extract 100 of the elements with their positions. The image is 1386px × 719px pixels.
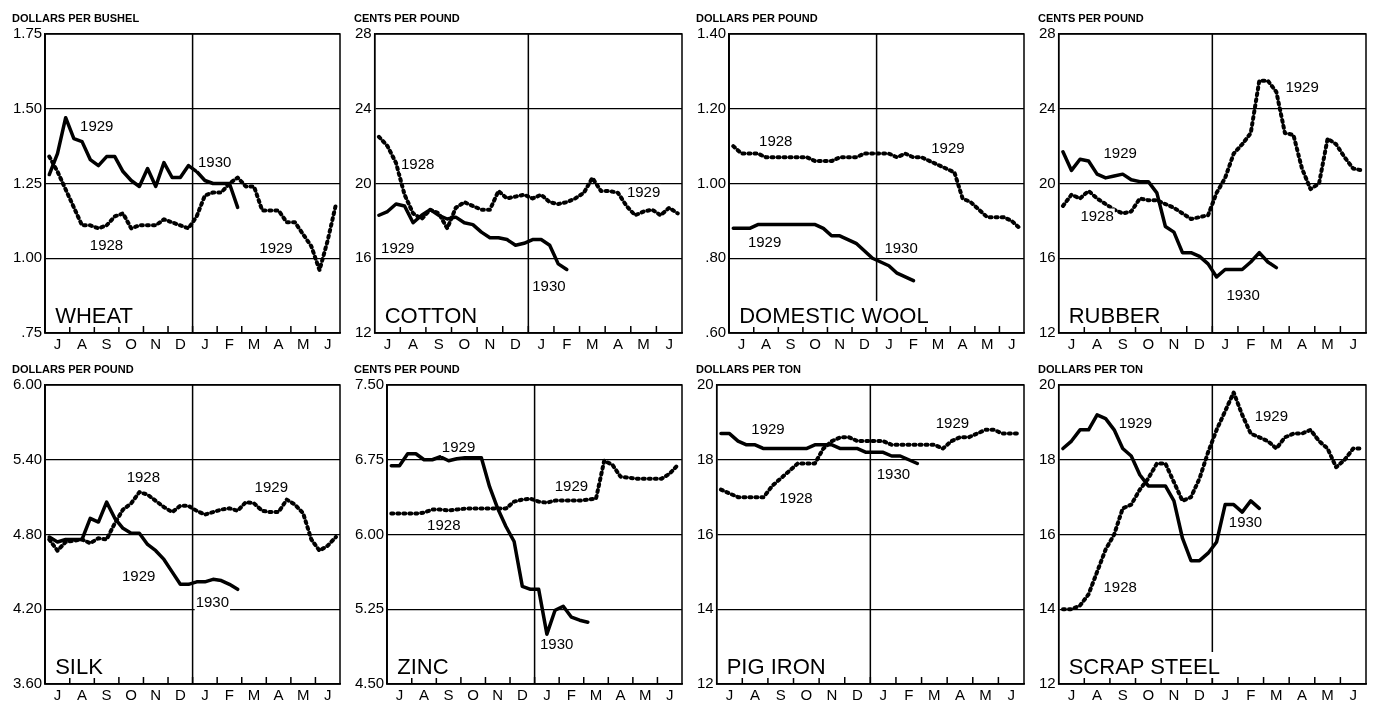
y-tick-label: 16 [1039, 248, 1056, 266]
x-tick-label: M [1270, 335, 1283, 353]
annotation: 1929 [259, 239, 293, 257]
x-tick-label: J [53, 686, 62, 704]
x-tick-label: J [395, 686, 404, 704]
annotation: 1928 [759, 131, 793, 149]
y-tick-label: 28 [355, 24, 372, 42]
x-tick-label: D [1194, 686, 1206, 704]
y-tick-label: 14 [697, 599, 714, 617]
text: SCRAP STEEL [1068, 654, 1220, 679]
y-tick-label: 1.50 [12, 98, 43, 116]
x-tick-label: M [638, 686, 652, 704]
x-tick-label: A [273, 686, 284, 704]
y-tick-label: 12 [697, 674, 714, 692]
x-tick-label: M [247, 686, 261, 704]
y-tick-label: 5.25 [354, 599, 385, 617]
y-tick-label: 12 [1039, 674, 1056, 692]
x-tick-label: F [904, 686, 914, 704]
annotation: 1929 [254, 478, 288, 496]
x-tick-label: A [1296, 686, 1307, 704]
annotation: 1929 [1254, 406, 1289, 424]
y-tick-label: 14 [1039, 599, 1056, 617]
x-tick-label: M [980, 335, 994, 353]
y-tick-label: 12 [1039, 323, 1056, 341]
annotation: 1929 [751, 419, 785, 437]
x-tick-label: J [1349, 335, 1357, 353]
annotation: 1929 [931, 139, 965, 157]
x-tick-label: S [785, 335, 796, 353]
annotation: 1929 [441, 437, 476, 455]
annotation: 1929 [1103, 143, 1137, 161]
x-tick-label: J [1007, 686, 1015, 704]
x-tick-label: J [1067, 686, 1076, 704]
y-tick-label: 20 [1039, 375, 1056, 393]
annotation: 1930 [1226, 285, 1260, 303]
annotation: 1928 [779, 488, 813, 506]
x-tick-label: D [516, 686, 528, 704]
x-tick-label: F [1246, 335, 1256, 353]
y-tick-label: 16 [697, 524, 714, 542]
annotation: 1930 [198, 152, 232, 170]
annotation: 1930 [532, 276, 566, 294]
x-tick-label: M [1321, 686, 1334, 704]
x-tick-label: O [1142, 335, 1155, 353]
x-tick-label: S [1117, 335, 1128, 353]
y-axis-title: DOLLARS PER BUSHEL [12, 12, 140, 24]
y-tick-label: .80 [705, 248, 727, 266]
x-tick-label: M [1270, 686, 1283, 704]
text: PIG IRON [726, 654, 826, 679]
x-tick-label: J [383, 335, 392, 353]
y-tick-label: 12 [355, 323, 372, 341]
y-tick-label: 20 [355, 173, 372, 191]
annotation: 1929 [80, 116, 114, 134]
x-tick-label: J [885, 335, 893, 353]
x-tick-label: J [323, 686, 332, 704]
x-tick-label: A [419, 686, 430, 704]
x-tick-label: F [566, 686, 577, 704]
x-tick-label: N [492, 686, 504, 704]
x-tick-label: O [809, 335, 822, 353]
x-tick-label: J [1221, 335, 1229, 353]
x-tick-label: A [957, 335, 968, 353]
x-tick-label: M [296, 335, 310, 353]
x-tick-label: J [201, 335, 209, 353]
annotation: 1929 [1118, 414, 1153, 432]
x-tick-label: J [737, 335, 746, 353]
x-tick-label: S [101, 686, 112, 704]
x-tick-label: O [800, 686, 813, 704]
x-tick-label: D [174, 335, 186, 353]
x-tick-label: A [1092, 335, 1103, 353]
x-tick-label: A [77, 335, 88, 353]
x-tick-label: F [224, 335, 235, 353]
x-tick-label: M [586, 335, 599, 353]
x-tick-label: M [931, 335, 945, 353]
y-tick-label: 20 [1039, 173, 1056, 191]
y-tick-label: 16 [355, 248, 372, 266]
x-tick-label: D [852, 686, 864, 704]
x-tick-label: A [408, 335, 419, 353]
x-tick-label: S [1117, 686, 1128, 704]
annotation: 1930 [876, 464, 911, 482]
y-tick-label: 5.40 [12, 449, 43, 467]
x-tick-label: A [273, 335, 284, 353]
x-tick-label: D [858, 335, 870, 353]
annotation: 1929 [554, 476, 589, 494]
annotation: 1930 [195, 593, 230, 611]
y-tick-label: 1.00 [12, 248, 43, 266]
y-tick-label: 20 [697, 375, 714, 393]
x-tick-label: J [879, 686, 887, 704]
annotation: 1928 [89, 236, 124, 254]
text: SILK [55, 654, 104, 679]
x-tick-label: J [323, 335, 332, 353]
annotation: 1929 [121, 566, 156, 584]
x-tick-label: M [928, 686, 941, 704]
y-tick-label: 1.20 [696, 98, 727, 116]
x-tick-label: J [543, 686, 551, 704]
annotation: 1928 [126, 467, 161, 485]
annotation: 1930 [884, 239, 918, 257]
x-tick-label: F [908, 335, 919, 353]
x-tick-label: J [725, 686, 734, 704]
annotation: 1929 [381, 239, 415, 257]
annotation: 1929 [747, 233, 782, 251]
y-tick-label: 16 [1039, 524, 1056, 542]
x-tick-label: S [775, 686, 786, 704]
